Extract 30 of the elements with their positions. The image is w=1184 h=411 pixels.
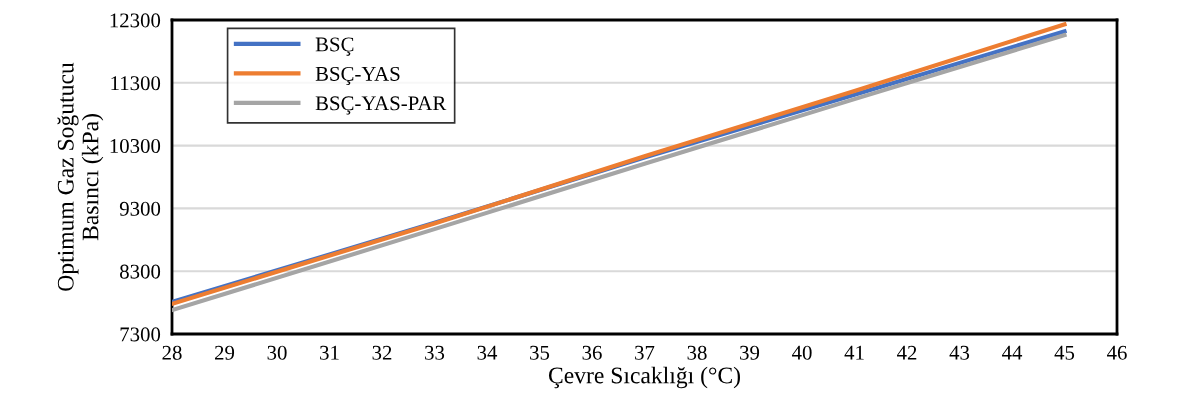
x-tick-label: 39 — [740, 345, 760, 360]
x-tick-label: 35 — [530, 345, 550, 360]
x-tick-label: 31 — [320, 345, 339, 360]
x-tick-label: 33 — [425, 345, 445, 360]
x-tick-label: 43 — [949, 345, 970, 360]
y-tick-label: 11300 — [111, 76, 161, 91]
x-tick-label: 44 — [1001, 345, 1023, 360]
y-tick-label: 7300 — [120, 327, 161, 342]
x-axis-title: Çevre Sıcaklığı (°C) — [548, 366, 740, 389]
y-tick-label: 9300 — [119, 201, 161, 216]
legend-label: BSÇ-YAS — [315, 66, 400, 86]
y-tick-label: 12300 — [110, 13, 161, 28]
legend-label: BSÇ — [315, 37, 354, 56]
x-tick-label: 41 — [844, 345, 864, 360]
x-tick-label: 34 — [477, 345, 498, 360]
x-tick-label: 40 — [791, 345, 812, 360]
y-axis-title: Optimum Gaz Soğutucu Basıncı (kPa) — [57, 62, 104, 291]
x-tick-label: 36 — [582, 345, 602, 360]
x-tick-label: 32 — [372, 345, 392, 360]
x-tick-label: 37 — [635, 345, 655, 360]
y-tick-label: 8300 — [120, 264, 161, 279]
x-tick-label: 28 — [162, 345, 182, 360]
x-tick-label: 38 — [687, 345, 707, 360]
x-tick-label: 45 — [1054, 345, 1075, 360]
y-tick-label: 10300 — [110, 138, 161, 154]
x-tick-label: 46 — [1106, 345, 1127, 360]
x-tick-label: 42 — [896, 345, 917, 360]
legend-label: BSÇ-YAS-PAR — [315, 96, 447, 115]
x-tick-label: 29 — [215, 345, 235, 360]
x-tick-label: 30 — [267, 345, 287, 360]
